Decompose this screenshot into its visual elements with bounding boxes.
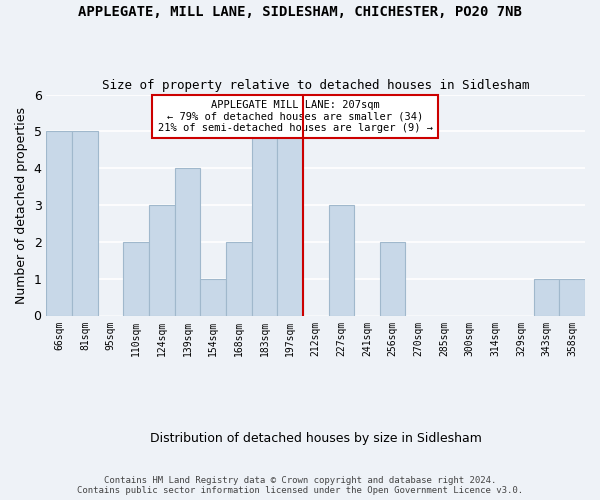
Text: APPLEGATE, MILL LANE, SIDLESHAM, CHICHESTER, PO20 7NB: APPLEGATE, MILL LANE, SIDLESHAM, CHICHES… [78,5,522,19]
Text: APPLEGATE MILL LANE: 207sqm
← 79% of detached houses are smaller (34)
21% of sem: APPLEGATE MILL LANE: 207sqm ← 79% of det… [158,100,433,134]
Bar [380,242,406,316]
Bar [175,168,200,316]
Bar [534,278,559,316]
Bar [277,132,303,316]
Bar [251,132,277,316]
Y-axis label: Number of detached properties: Number of detached properties [15,106,28,304]
X-axis label: Distribution of detached houses by size in Sidlesham: Distribution of detached houses by size … [150,432,482,445]
Title: Size of property relative to detached houses in Sidlesham: Size of property relative to detached ho… [102,79,529,92]
Bar [226,242,251,316]
Bar [200,278,226,316]
Text: Contains HM Land Registry data © Crown copyright and database right 2024.
Contai: Contains HM Land Registry data © Crown c… [77,476,523,495]
Bar [72,132,98,316]
Bar [559,278,585,316]
Bar [46,132,72,316]
Bar [149,205,175,316]
Bar [124,242,149,316]
Bar [329,205,354,316]
